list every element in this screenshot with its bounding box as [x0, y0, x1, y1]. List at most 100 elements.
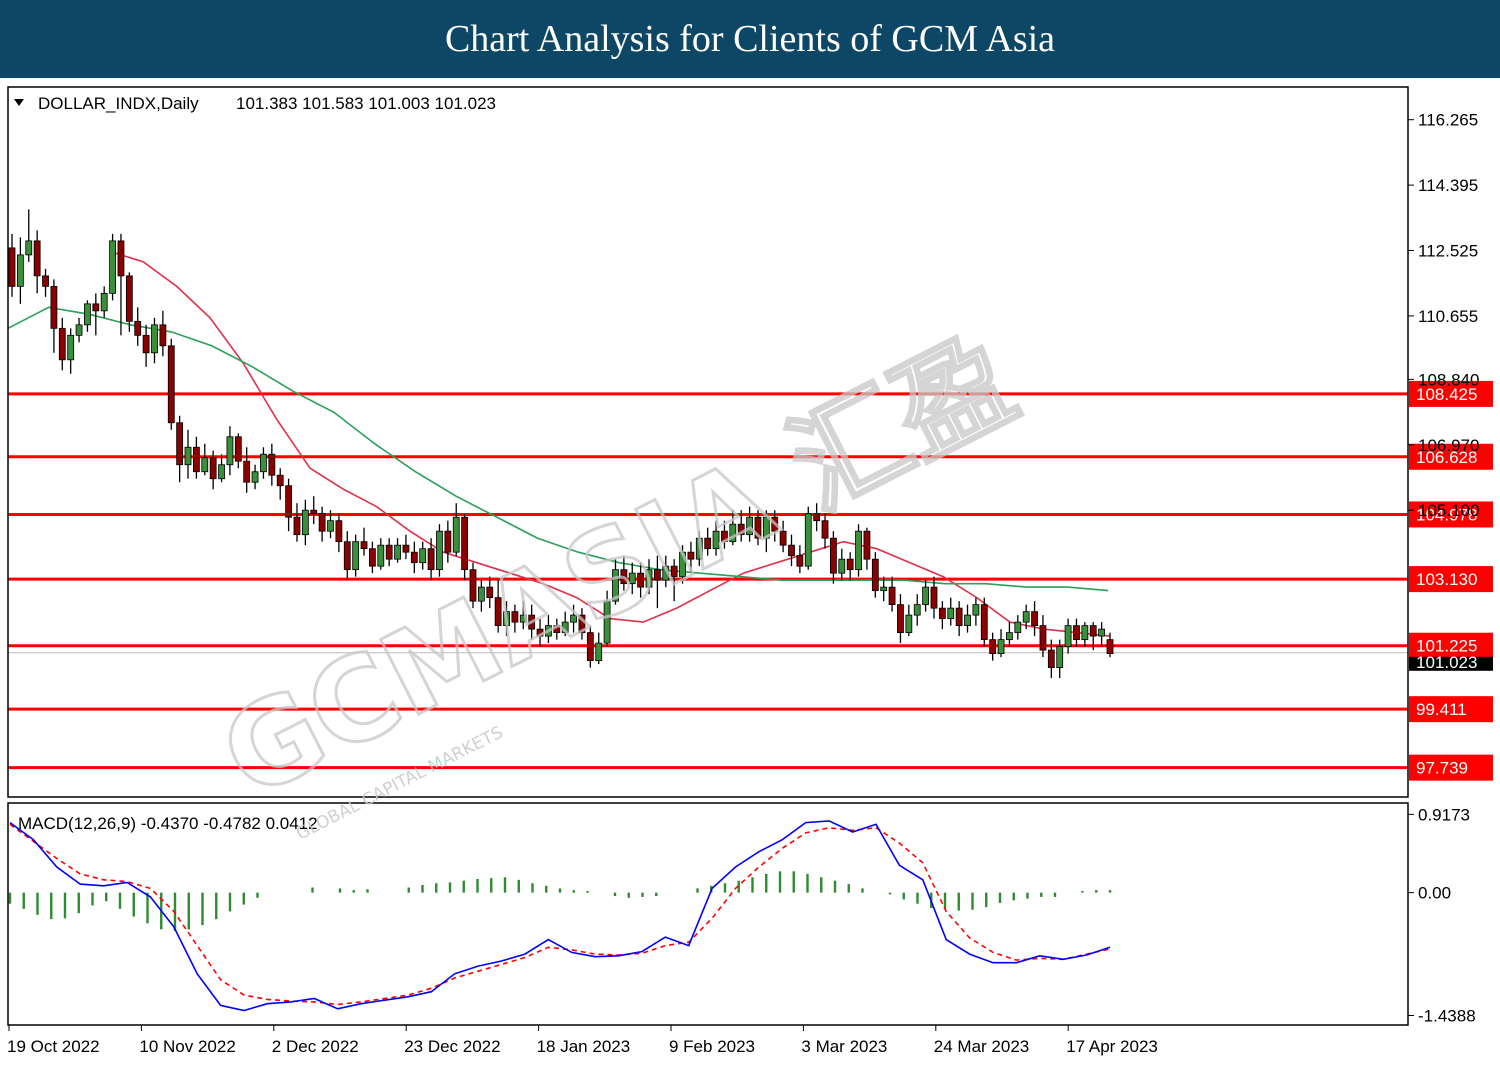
candle-body — [846, 558, 854, 571]
candle-body — [712, 530, 720, 550]
candle — [1106, 632, 1114, 658]
ohlc-readout: 101.383 101.583 101.003 101.023 — [236, 94, 496, 113]
candle-body — [192, 446, 200, 473]
candle-body — [578, 614, 586, 634]
candle — [25, 209, 33, 262]
candle — [603, 590, 611, 647]
candle-body — [704, 537, 712, 550]
candle-body — [419, 548, 427, 564]
candle-body — [117, 240, 125, 277]
candle — [863, 527, 871, 570]
candle-body — [519, 614, 527, 623]
x-tick-label: 19 Oct 2022 — [7, 1037, 100, 1056]
candle — [385, 538, 393, 567]
candle — [352, 534, 360, 577]
x-tick-label: 23 Dec 2022 — [404, 1037, 500, 1056]
candle — [578, 608, 586, 640]
y-tick-label: 105.100 — [1418, 501, 1479, 520]
candle — [528, 604, 536, 640]
candle — [788, 534, 795, 567]
level-label: 104.978 — [1416, 505, 1477, 524]
candle-body — [1039, 625, 1047, 651]
candle — [511, 604, 519, 633]
candle — [285, 478, 292, 532]
candle — [796, 545, 804, 574]
main-panel-frame — [7, 86, 1409, 798]
y-tick-label: 106.970 — [1418, 436, 1479, 455]
dropdown-triangle-icon[interactable] — [14, 99, 24, 106]
candle-body — [58, 327, 66, 361]
candle — [938, 601, 946, 630]
candle-body — [897, 604, 904, 634]
candle-body — [603, 600, 611, 644]
candle — [645, 559, 653, 595]
candle — [561, 611, 569, 637]
level-label-box — [1409, 501, 1493, 528]
candle-body — [402, 544, 410, 553]
candle — [955, 601, 963, 637]
candle-body — [729, 523, 737, 543]
candle — [545, 615, 552, 644]
candle-body — [33, 240, 41, 277]
candle-body — [737, 523, 745, 536]
current-price-label: 101.023 — [1416, 653, 1477, 672]
candle-body — [796, 555, 804, 567]
candle — [1081, 622, 1089, 647]
candle-body — [234, 436, 242, 462]
candle — [234, 433, 242, 469]
candle — [729, 510, 737, 546]
candle-body — [1089, 625, 1097, 637]
level-label: 101.225 — [1416, 637, 1477, 656]
candle — [201, 443, 209, 476]
banner-title: Chart Analysis for Clients of GCM Asia — [444, 18, 1056, 60]
candle-body — [762, 516, 770, 539]
candle-body — [880, 586, 888, 592]
candle — [42, 268, 49, 297]
candle-body — [863, 530, 871, 560]
level-label-box — [1409, 632, 1493, 659]
candle — [1031, 601, 1038, 637]
candle — [142, 324, 150, 367]
y-tick-label: 112.525 — [1418, 242, 1478, 261]
candle — [712, 520, 720, 556]
candle — [586, 625, 594, 668]
x-tick-label: 17 Apr 2023 — [1066, 1037, 1158, 1056]
candle — [653, 555, 661, 609]
candle-body — [1056, 646, 1064, 668]
candle — [612, 559, 619, 605]
candle-body — [595, 642, 603, 661]
candle-body — [1106, 639, 1114, 655]
candle-body — [620, 569, 628, 585]
candle-body — [637, 572, 645, 588]
candle-body — [964, 614, 971, 627]
candle-body — [662, 565, 670, 581]
candle — [687, 541, 695, 574]
candle-body — [997, 639, 1005, 655]
candle — [989, 632, 997, 661]
candle-body — [989, 639, 997, 655]
candle-body — [1022, 611, 1030, 623]
candle — [469, 562, 477, 609]
y-tick-label: 114.395 — [1418, 176, 1478, 195]
level-label: 106.628 — [1416, 448, 1477, 467]
candle — [436, 524, 443, 577]
candle-body — [612, 569, 619, 602]
candle-body — [394, 544, 401, 560]
candle-body — [813, 513, 821, 522]
candle — [377, 538, 385, 570]
candle — [1022, 604, 1030, 630]
candle-body — [360, 541, 368, 550]
candle-body — [335, 520, 343, 543]
candle — [813, 503, 821, 532]
ma-long-line — [7, 306, 1109, 592]
candle — [804, 506, 812, 570]
candle — [369, 541, 376, 574]
macd-y-tick-label: 0.9173 — [1418, 805, 1470, 824]
candle — [519, 601, 527, 630]
candle-body — [486, 586, 494, 599]
candle — [888, 576, 896, 612]
candle — [268, 443, 276, 486]
candle-body — [888, 586, 896, 606]
x-tick-label: 10 Nov 2022 — [139, 1037, 235, 1056]
candle-body — [1014, 621, 1022, 634]
